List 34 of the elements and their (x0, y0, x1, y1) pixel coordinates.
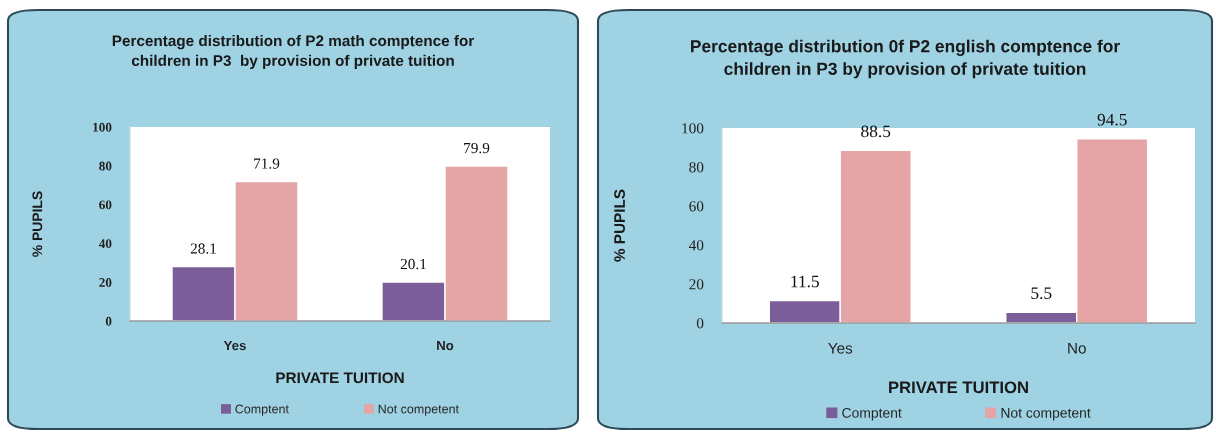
y-tick-label: 60 (99, 200, 112, 210)
data-label: 94.5 (1097, 113, 1127, 126)
y-tick-label: 20 (99, 278, 112, 287)
data-label: 88.5 (861, 125, 891, 138)
x-tick-label: Yes (828, 343, 853, 354)
legend-label: Comptent (842, 407, 902, 421)
data-label: 5.5 (1031, 287, 1052, 300)
data-label: 79.9 (464, 142, 490, 154)
chart-title: Percentage distribution of P2 math comptence for children in P3 by provision of private tuition (112, 34, 475, 70)
y-tick-label: 100 (93, 122, 112, 132)
legend-label: Comptent (235, 404, 289, 416)
y-tick-label: 0 (105, 316, 112, 326)
x-tick-label: Yes (223, 340, 246, 351)
data-label: 71.9 (254, 158, 280, 169)
y-tick-label: 80 (99, 161, 112, 171)
y-tick-label: 60 (689, 201, 704, 212)
y-tick-label: 100 (682, 123, 704, 134)
y-axis-title: % PUPILS (614, 189, 625, 262)
data-label: 11.5 (791, 275, 819, 288)
data-label: 28.1 (190, 243, 216, 254)
legend-label: Not competent (1001, 408, 1091, 421)
x-axis-title: PRIVATE TUITION (889, 381, 1028, 394)
legend-label: Not competent (378, 404, 459, 416)
data-label: 20.1 (400, 258, 426, 270)
x-tick-label: No (437, 340, 454, 351)
x-tick-label: No (1068, 343, 1086, 354)
y-tick-label: 0 (696, 318, 704, 329)
x-axis-title: PRIVATE TUITION (276, 372, 404, 384)
y-tick-label: 20 (689, 279, 704, 290)
chart-title: Percentage distribution 0f P2 english comptence for children in P3 by provision of private tuition (691, 39, 1120, 79)
y-tick-label: 40 (98, 239, 112, 249)
y-tick-label: 40 (688, 240, 704, 251)
y-tick-label: 80 (689, 162, 704, 173)
y-axis-title: % PUPILS (32, 191, 43, 257)
